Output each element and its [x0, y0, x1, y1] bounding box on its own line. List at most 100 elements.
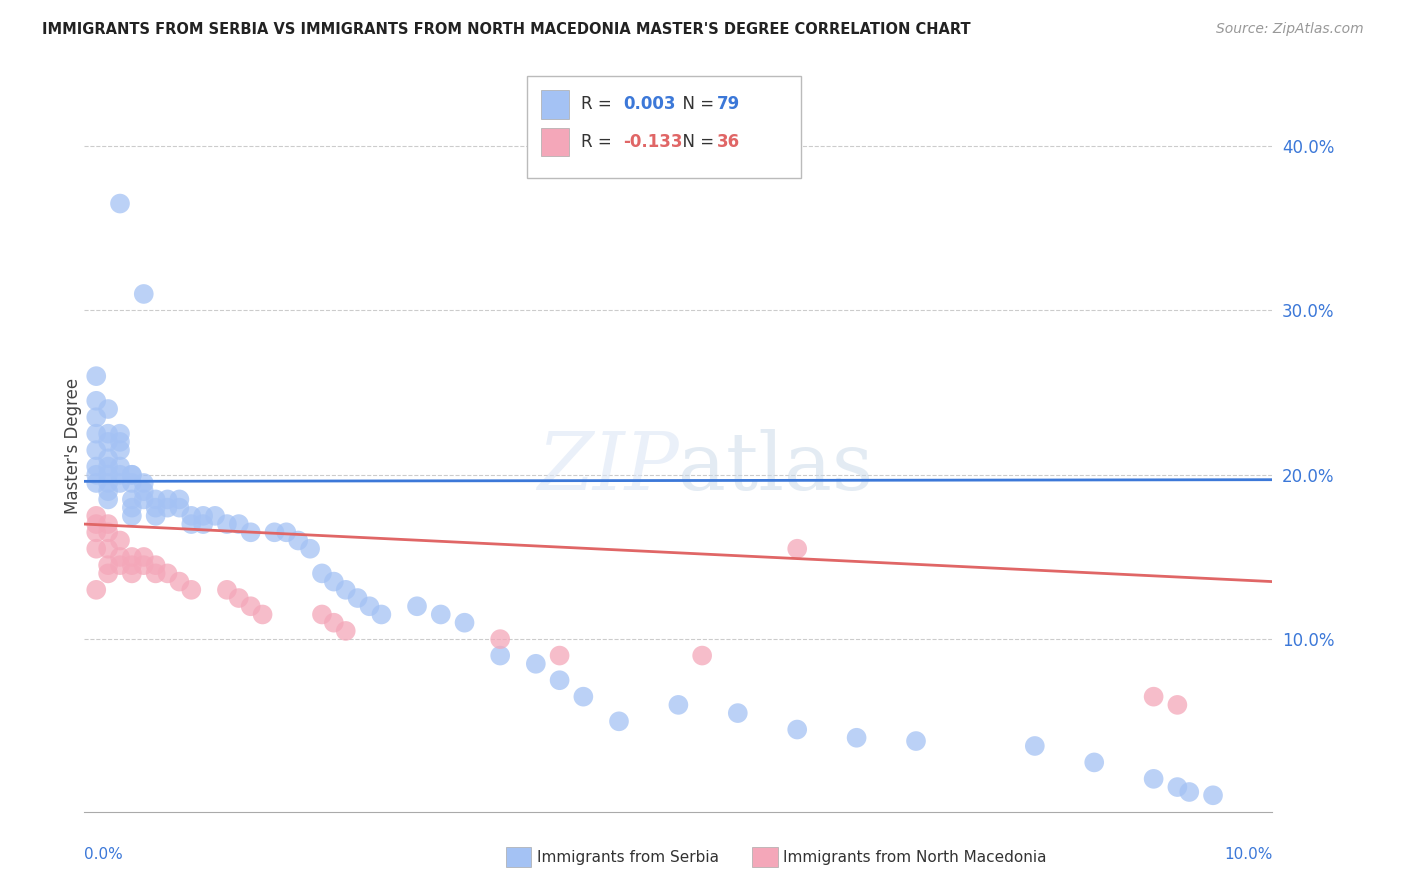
Point — [132, 549, 155, 564]
Text: 10.0%: 10.0% — [1225, 847, 1272, 862]
Point — [322, 574, 344, 589]
Point — [108, 443, 131, 458]
Point — [359, 599, 381, 614]
Text: Source: ZipAtlas.com: Source: ZipAtlas.com — [1216, 22, 1364, 37]
Text: 36: 36 — [717, 133, 740, 151]
Point — [239, 525, 262, 540]
Point — [97, 402, 120, 417]
Point — [97, 525, 120, 540]
Point — [121, 558, 143, 573]
Point — [263, 525, 285, 540]
Point — [108, 426, 131, 441]
Text: atlas: atlas — [679, 429, 873, 507]
Point — [607, 714, 630, 729]
Point — [84, 525, 107, 540]
Point — [97, 541, 120, 556]
Point — [572, 690, 595, 704]
Point — [97, 451, 120, 466]
Point — [132, 484, 155, 499]
Point — [108, 196, 131, 211]
Point — [346, 591, 368, 605]
Text: R =: R = — [581, 133, 617, 151]
Point — [121, 508, 143, 523]
Point — [370, 607, 392, 622]
Point — [1142, 772, 1164, 786]
Text: 79: 79 — [717, 95, 741, 113]
Point — [335, 582, 357, 597]
Point — [430, 607, 453, 622]
Point — [169, 574, 191, 589]
Point — [97, 492, 120, 507]
Point — [311, 566, 333, 581]
Point — [121, 500, 143, 515]
Point — [97, 426, 120, 441]
Point — [84, 426, 107, 441]
Point — [84, 369, 107, 384]
Point — [156, 566, 179, 581]
Point — [1178, 785, 1201, 799]
Point — [121, 475, 143, 490]
Point — [132, 492, 155, 507]
Point — [215, 517, 238, 532]
Point — [1024, 739, 1046, 753]
Point — [228, 517, 250, 532]
Point — [145, 492, 167, 507]
Point — [524, 657, 547, 671]
Point — [121, 549, 143, 564]
Point — [169, 500, 191, 515]
Text: -0.133: -0.133 — [623, 133, 682, 151]
Text: Immigrants from Serbia: Immigrants from Serbia — [537, 850, 718, 864]
Text: N =: N = — [672, 133, 720, 151]
Point — [215, 582, 238, 597]
Point — [84, 443, 107, 458]
Point — [84, 582, 107, 597]
Point — [156, 500, 179, 515]
Point — [180, 508, 202, 523]
Point — [108, 558, 131, 573]
Point — [252, 607, 274, 622]
Point — [108, 434, 131, 449]
Point — [239, 599, 262, 614]
Text: R =: R = — [581, 95, 617, 113]
Point — [453, 615, 475, 630]
Text: 0.0%: 0.0% — [84, 847, 124, 862]
Point — [97, 459, 120, 474]
Point — [786, 723, 808, 737]
Point — [145, 566, 167, 581]
Point — [84, 475, 107, 490]
Point — [1142, 690, 1164, 704]
Point — [84, 467, 107, 482]
Point — [132, 287, 155, 301]
Point — [406, 599, 429, 614]
Point — [97, 484, 120, 499]
Point — [845, 731, 868, 745]
Point — [489, 648, 512, 663]
Point — [97, 558, 120, 573]
Point — [108, 475, 131, 490]
Point — [108, 549, 131, 564]
Point — [97, 475, 120, 490]
Point — [1083, 756, 1105, 770]
Point — [84, 508, 107, 523]
Point — [132, 475, 155, 490]
Point — [97, 517, 120, 532]
Point — [191, 517, 215, 532]
Point — [786, 541, 808, 556]
Point — [97, 566, 120, 581]
Point — [180, 517, 202, 532]
Point — [97, 434, 120, 449]
Point — [727, 706, 749, 720]
Point — [132, 558, 155, 573]
Point — [276, 525, 298, 540]
Point — [84, 541, 107, 556]
Point — [145, 508, 167, 523]
Point — [335, 624, 357, 638]
Point — [84, 517, 107, 532]
Point — [180, 582, 202, 597]
Point — [84, 410, 107, 425]
Point — [121, 467, 143, 482]
Point — [97, 467, 120, 482]
Y-axis label: Master's Degree: Master's Degree — [65, 378, 82, 514]
Text: IMMIGRANTS FROM SERBIA VS IMMIGRANTS FROM NORTH MACEDONIA MASTER'S DEGREE CORREL: IMMIGRANTS FROM SERBIA VS IMMIGRANTS FRO… — [42, 22, 970, 37]
Point — [287, 533, 309, 548]
